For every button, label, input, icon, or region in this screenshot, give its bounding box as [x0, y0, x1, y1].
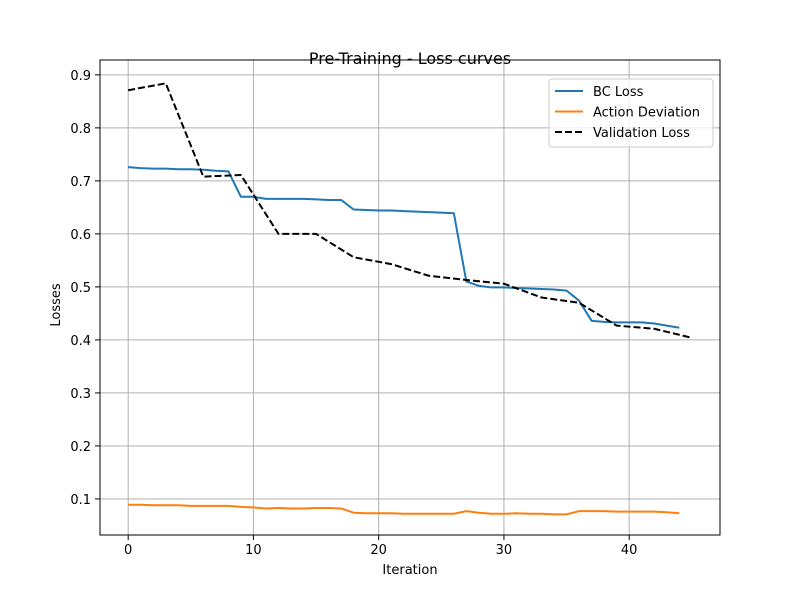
y-tick-label: 0.6 — [70, 228, 91, 243]
y-tick-label: 0.2 — [70, 440, 91, 455]
validation-loss-line — [127, 82, 693, 339]
series-lines — [127, 82, 693, 516]
grid — [100, 60, 720, 535]
bc-loss-legend-label: BC Loss — [593, 85, 644, 100]
legend: BC Loss Action Deviation Validation Loss — [548, 78, 714, 148]
y-tick-label: 0.4 — [70, 334, 91, 349]
x-tick-label: 10 — [245, 543, 262, 558]
bc-loss-line — [128, 166, 680, 329]
y-tick-label: 0.8 — [70, 122, 91, 137]
y-tick-label: 0.5 — [70, 281, 91, 296]
plot-frame — [99, 59, 721, 536]
action-deviation-line — [128, 503, 680, 516]
y-axis-label: Losses — [49, 283, 64, 327]
validation-loss-legend-label: Validation Loss — [593, 126, 690, 141]
y-tick-label: 0.7 — [70, 175, 91, 190]
legend-box — [548, 78, 714, 148]
x-tick-label: 0 — [124, 543, 132, 558]
x-tick-label: 40 — [621, 543, 638, 558]
x-tick-label: 20 — [370, 543, 387, 558]
x-tick-label: 30 — [496, 543, 513, 558]
chart-title: Pre-Training - Loss curves — [309, 49, 511, 68]
y-tick-label: 0.9 — [70, 69, 91, 84]
y-tick-label: 0.3 — [70, 387, 91, 402]
y-tick-label: 0.1 — [70, 493, 91, 508]
x-axis-label: Iteration — [382, 563, 437, 578]
axis-ticks: 0 10 20 30 40 0.1 0.2 0.3 0.4 0.5 0.6 0.7 0.8 0.9 — [70, 69, 637, 558]
action-deviation-legend-label: Action Deviation — [593, 106, 700, 121]
